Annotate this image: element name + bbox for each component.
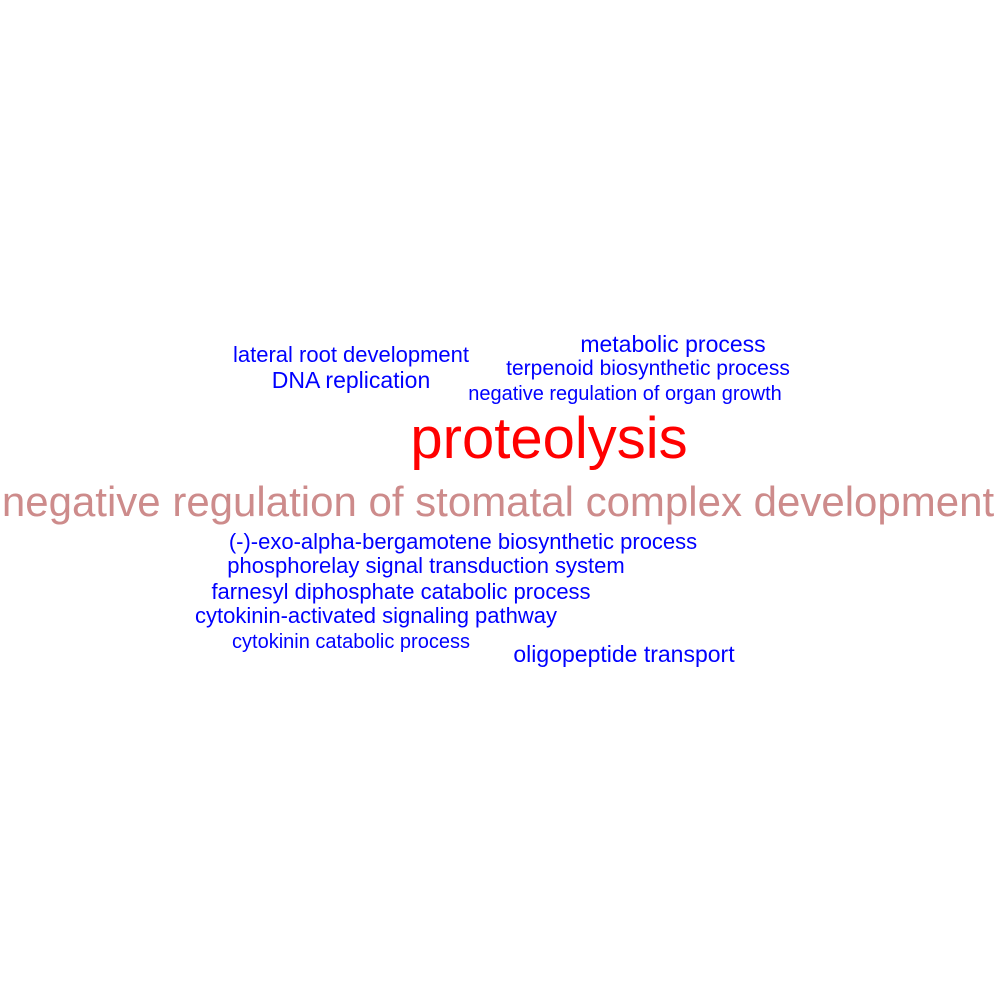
- word-phosphorelay-signal-transduction-system: phosphorelay signal transduction system: [227, 553, 625, 578]
- word-cytokinin-activated-signaling-pathway: cytokinin-activated signaling pathway: [195, 603, 557, 628]
- word-proteolysis: proteolysis: [410, 406, 688, 471]
- word-metabolic-process: metabolic process: [580, 331, 766, 357]
- word-oligopeptide-transport: oligopeptide transport: [513, 641, 735, 667]
- word-negative-regulation-of-stomatal-complex-development: negative regulation of stomatal complex …: [1, 478, 995, 525]
- word-terpenoid-biosynthetic-process: terpenoid biosynthetic process: [506, 357, 790, 380]
- word-negative-regulation-of-organ-growth: negative regulation of organ growth: [468, 383, 782, 405]
- word-exo-alpha-bergamotene-biosynthetic-process: (-)-exo-alpha-bergamotene biosynthetic p…: [228, 529, 698, 554]
- word-dna-replication: DNA replication: [271, 367, 431, 393]
- word-cytokinin-catabolic-process: cytokinin catabolic process: [232, 631, 470, 653]
- word-lateral-root-development: lateral root development: [232, 342, 470, 367]
- word-farnesyl-diphosphate-catabolic-process: farnesyl diphosphate catabolic process: [211, 579, 591, 604]
